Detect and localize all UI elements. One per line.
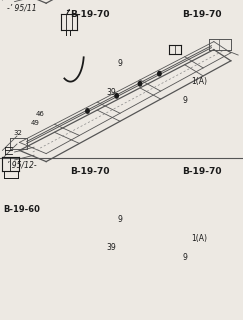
Text: 1(A): 1(A) <box>191 77 207 86</box>
Text: 9: 9 <box>118 215 123 224</box>
Text: 1(A): 1(A) <box>191 234 207 243</box>
Text: ’ 95/12-: ’ 95/12- <box>7 160 37 169</box>
Text: B-19-70: B-19-70 <box>182 10 221 19</box>
Text: 9: 9 <box>182 253 187 262</box>
Text: 9: 9 <box>118 60 123 68</box>
Circle shape <box>138 82 142 86</box>
Circle shape <box>86 109 89 113</box>
Circle shape <box>158 71 161 76</box>
Text: B-19-70: B-19-70 <box>182 167 221 176</box>
Text: -’ 95/11: -’ 95/11 <box>7 4 37 12</box>
Text: 9: 9 <box>182 96 187 105</box>
Text: 39: 39 <box>107 244 117 252</box>
Text: 32: 32 <box>14 130 23 136</box>
Text: B-19-70: B-19-70 <box>70 10 110 19</box>
Text: B-19-60: B-19-60 <box>3 205 40 214</box>
Text: 46: 46 <box>36 111 44 116</box>
Text: 39: 39 <box>107 88 117 97</box>
Circle shape <box>115 93 118 98</box>
Text: 49: 49 <box>31 120 40 126</box>
Text: B-19-70: B-19-70 <box>70 167 110 176</box>
